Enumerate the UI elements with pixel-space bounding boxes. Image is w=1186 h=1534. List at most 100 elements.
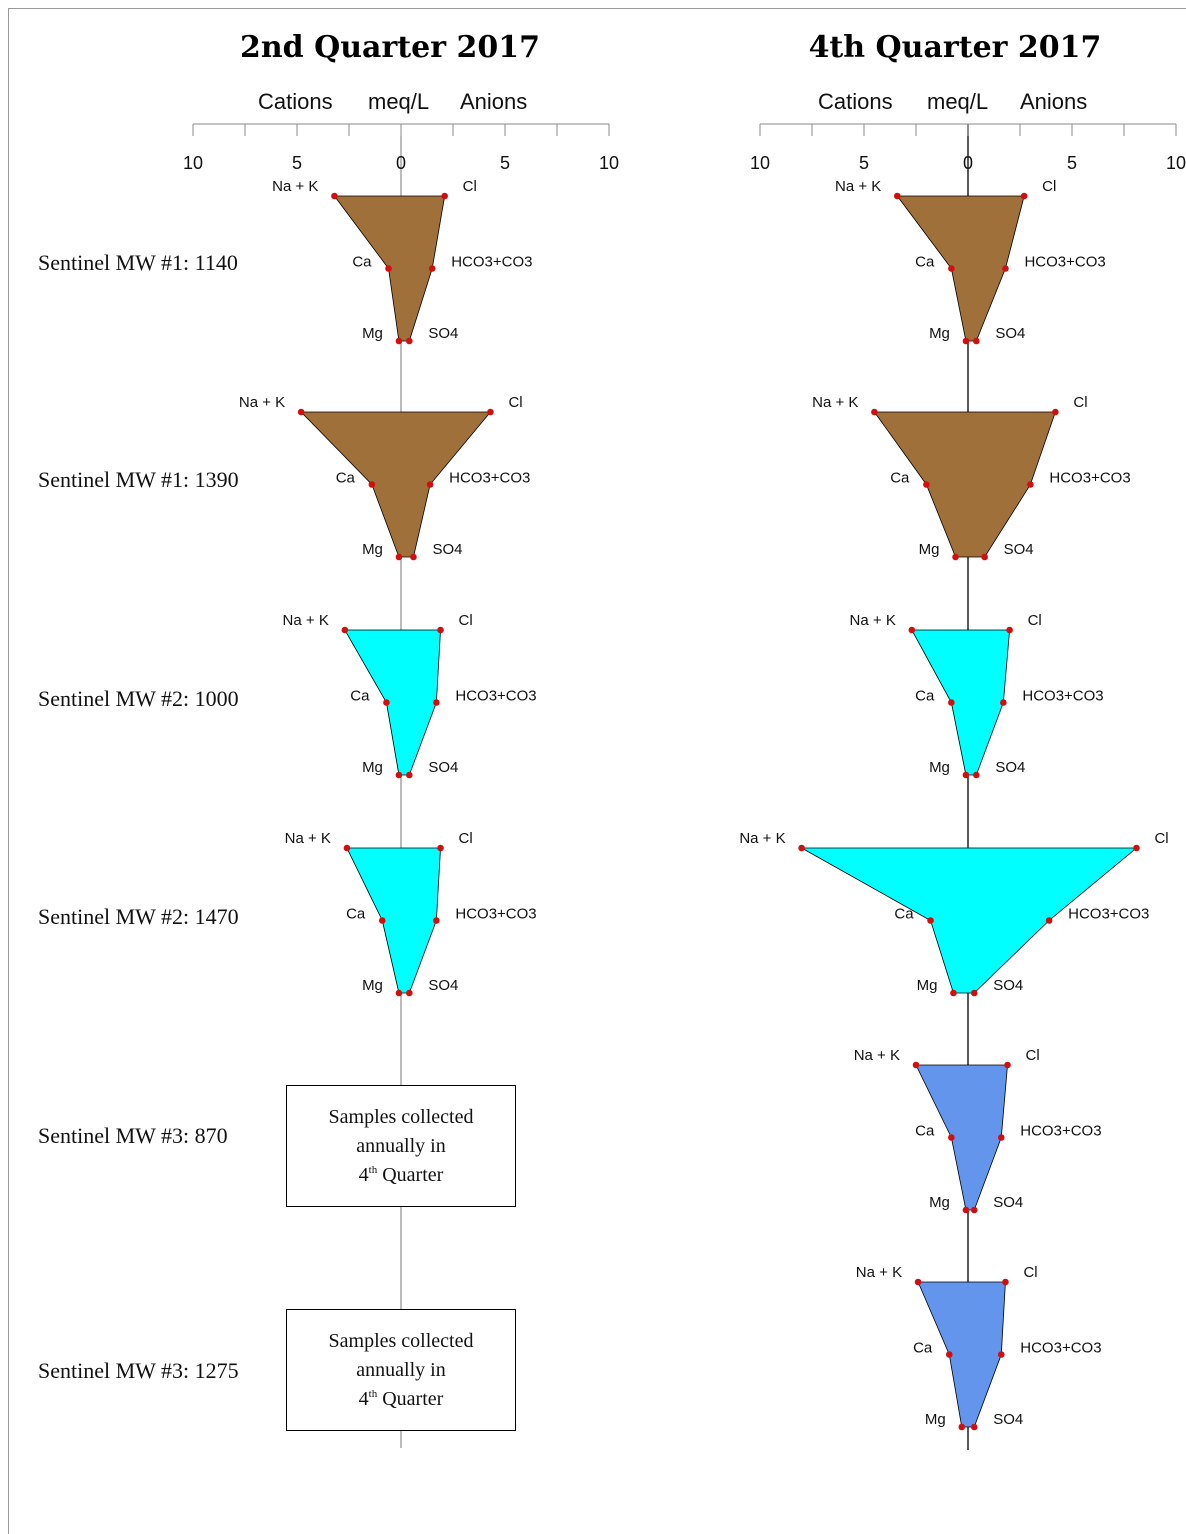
ion-point — [962, 771, 970, 779]
ion-point — [1020, 192, 1028, 200]
note-quarter-number: 4 — [358, 1387, 369, 1410]
scale-tick-label: 5 — [859, 153, 869, 173]
label-ca: Ca — [915, 254, 935, 271]
ion-point — [973, 771, 980, 779]
label-mg: Mg — [919, 541, 940, 558]
label-mg: Mg — [362, 541, 383, 558]
ion-point — [948, 1134, 955, 1141]
ion-point — [970, 1206, 978, 1214]
ion-point — [923, 481, 930, 488]
label-cl: Cl — [1073, 394, 1087, 411]
label-mg: Mg — [925, 1411, 946, 1428]
axis-cations-label-q2: Cations — [258, 89, 333, 114]
label-na-k: Na + K — [272, 178, 318, 195]
label-hco3-co3: HCO3+CO3 — [455, 906, 536, 923]
label-na-k: Na + K — [856, 1264, 902, 1281]
ion-point — [1002, 1278, 1009, 1286]
label-ca: Ca — [346, 906, 366, 923]
label-na-k: Na + K — [739, 830, 785, 847]
ion-point — [395, 553, 403, 561]
ion-point — [1133, 844, 1140, 852]
ion-point — [383, 699, 390, 706]
row-label-mw3-870: Sentinel MW #3: 870 — [38, 1123, 228, 1148]
note-line-3: 4th Quarter — [359, 1161, 444, 1190]
label-cl: Cl — [459, 612, 473, 629]
label-na-k: Na + K — [285, 830, 331, 847]
ion-point — [441, 192, 448, 200]
label-na-k: Na + K — [812, 394, 858, 411]
note-line-1: Samples collected — [328, 1329, 474, 1352]
label-ca: Ca — [352, 254, 372, 271]
note-line-3: 4th Quarter — [359, 1385, 444, 1414]
scale-tick-label: 0 — [396, 153, 406, 173]
ion-point — [893, 192, 901, 200]
label-cl: Cl — [1023, 1264, 1037, 1281]
label-ca: Ca — [350, 688, 370, 705]
panel-title-q4: 4th Quarter 2017 — [808, 30, 1102, 65]
label-so4: SO4 — [993, 1194, 1023, 1211]
ion-point — [385, 265, 392, 272]
label-so4: SO4 — [428, 325, 458, 342]
ion-point — [962, 1206, 970, 1214]
ion-point — [343, 844, 351, 852]
label-hco3-co3: HCO3+CO3 — [1024, 254, 1105, 271]
label-hco3-co3: HCO3+CO3 — [1020, 1340, 1101, 1357]
note-quarter-suffix: th — [368, 1387, 378, 1400]
row-label-mw1-1390: Sentinel MW #1: 1390 — [38, 467, 239, 492]
ion-point — [958, 1423, 966, 1431]
label-cl: Cl — [1026, 1047, 1040, 1064]
label-cl: Cl — [459, 830, 473, 847]
frame-left-border — [8, 8, 9, 1534]
ion-point — [973, 337, 980, 345]
panel-title-q2: 2nd Quarter 2017 — [240, 30, 540, 65]
label-mg: Mg — [929, 325, 950, 342]
label-so4: SO4 — [995, 325, 1025, 342]
label-ca: Ca — [894, 906, 914, 923]
ion-point — [1052, 408, 1059, 416]
scale-tick-label: 10 — [1166, 153, 1186, 173]
ion-point — [437, 844, 444, 852]
label-so4: SO4 — [432, 541, 462, 558]
ion-point — [997, 1134, 1005, 1141]
axis-units-label-q4: meq/L — [927, 89, 989, 114]
ion-point — [912, 1061, 920, 1069]
ion-point — [1045, 917, 1053, 924]
label-ca: Ca — [913, 1340, 933, 1357]
axis-units-label-q2: meq/L — [368, 89, 430, 114]
label-hco3-co3: HCO3+CO3 — [1020, 1123, 1101, 1140]
label-na-k: Na + K — [239, 394, 285, 411]
ion-point — [395, 771, 403, 779]
label-hco3-co3: HCO3+CO3 — [1068, 906, 1149, 923]
ion-point — [1027, 481, 1034, 488]
label-na-k: Na + K — [850, 612, 896, 629]
ion-point — [945, 1351, 953, 1358]
scale-tick-label: 10 — [750, 153, 770, 173]
label-cl: Cl — [1028, 612, 1042, 629]
ion-point — [395, 337, 403, 345]
label-so4: SO4 — [995, 759, 1025, 776]
ion-point — [970, 989, 978, 997]
ion-point — [981, 553, 988, 561]
ion-point — [1006, 626, 1013, 634]
ion-point — [871, 408, 878, 416]
label-cl: Cl — [1042, 178, 1056, 195]
label-mg: Mg — [917, 977, 938, 994]
ion-point — [914, 1278, 922, 1286]
ion-point — [997, 1351, 1005, 1358]
note-line-2: annually in — [356, 1134, 446, 1157]
note-box-mw3-870: Samples collected annually in 4th Quarte… — [286, 1085, 516, 1207]
axis-anions-label-q4: Anions — [1020, 89, 1088, 114]
label-hco3-co3: HCO3+CO3 — [1022, 688, 1103, 705]
ion-point — [331, 192, 338, 200]
label-ca: Ca — [890, 470, 910, 487]
ion-point — [927, 917, 934, 924]
ion-point — [410, 553, 417, 561]
ion-point — [368, 481, 376, 488]
row-label-mw2-1470: Sentinel MW #2: 1470 — [38, 904, 239, 929]
ion-point — [406, 337, 413, 345]
ion-point — [950, 989, 957, 997]
label-so4: SO4 — [428, 977, 458, 994]
label-hco3-co3: HCO3+CO3 — [451, 254, 532, 271]
